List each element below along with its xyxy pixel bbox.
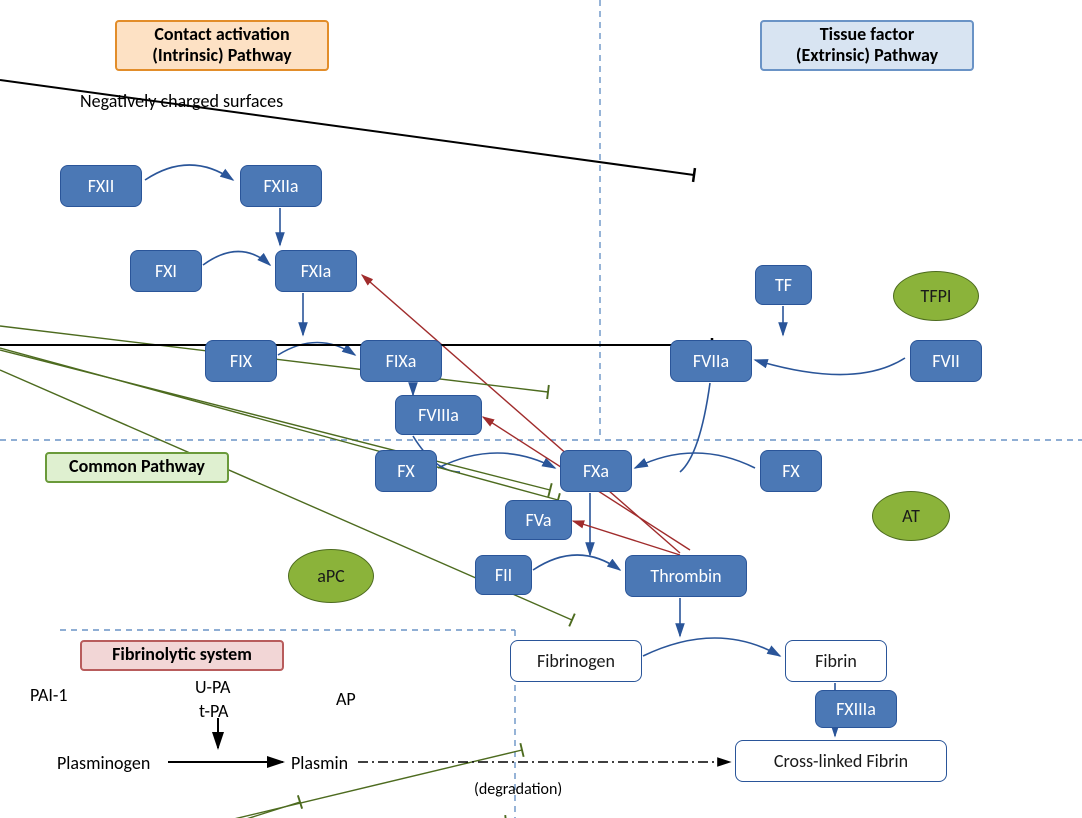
node-FXIIa: FXIIa	[240, 165, 322, 207]
title-common: Common Pathway	[45, 452, 229, 483]
node-FXR: FX	[760, 450, 822, 492]
text-tpa: t-PA	[199, 700, 228, 722]
node-FXa: FXa	[560, 450, 632, 492]
title-fibrin: Fibrinolytic system	[80, 640, 284, 671]
node-FII: FII	[475, 555, 532, 595]
inhibitor-AT: AT	[872, 491, 950, 541]
node-FXII: FXII	[60, 165, 142, 207]
node-Fibrinogen: Fibrinogen	[510, 640, 642, 682]
text-ap: AP	[336, 688, 356, 710]
node-FXI: FXI	[130, 250, 202, 292]
text-upa: U-PA	[195, 676, 230, 698]
text-degradation: (degradation)	[474, 780, 562, 799]
node-TF: TF	[755, 265, 812, 305]
text-pai1: PAI-1	[30, 684, 68, 706]
text-neg: Negatively charged surfaces	[80, 90, 283, 112]
node-FXL: FX	[375, 450, 437, 492]
node-FXIIIa: FXIIIa	[815, 690, 897, 728]
text-plasmin: Plasmin	[291, 752, 348, 774]
node-Thrombin: Thrombin	[625, 555, 747, 597]
title-intrinsic: Contact activation(Intrinsic) Pathway	[115, 20, 329, 71]
node-CrossFibrin: Cross-linked Fibrin	[735, 740, 947, 782]
node-FVIIa: FVIIa	[670, 340, 752, 382]
node-FVa: FVa	[505, 500, 572, 540]
inhibitor-TFPI: TFPI	[893, 271, 979, 321]
node-Fibrin: Fibrin	[785, 640, 887, 682]
text-plasminogen: Plasminogen	[57, 752, 150, 774]
node-FXIa: FXIa	[275, 250, 357, 292]
title-extrinsic: Tissue factor(Extrinsic) Pathway	[760, 20, 974, 71]
node-FIX: FIX	[205, 340, 277, 382]
node-FIXa: FIXa	[360, 340, 442, 382]
node-FVII: FVII	[910, 340, 982, 382]
node-FVIIIa: FVIIIa	[395, 395, 482, 435]
diagram-canvas: Contact activation(Intrinsic) Pathway Tis…	[0, 0, 1082, 818]
inhibitor-aPC: aPC	[288, 549, 374, 603]
arrow-layer	[0, 0, 1082, 818]
